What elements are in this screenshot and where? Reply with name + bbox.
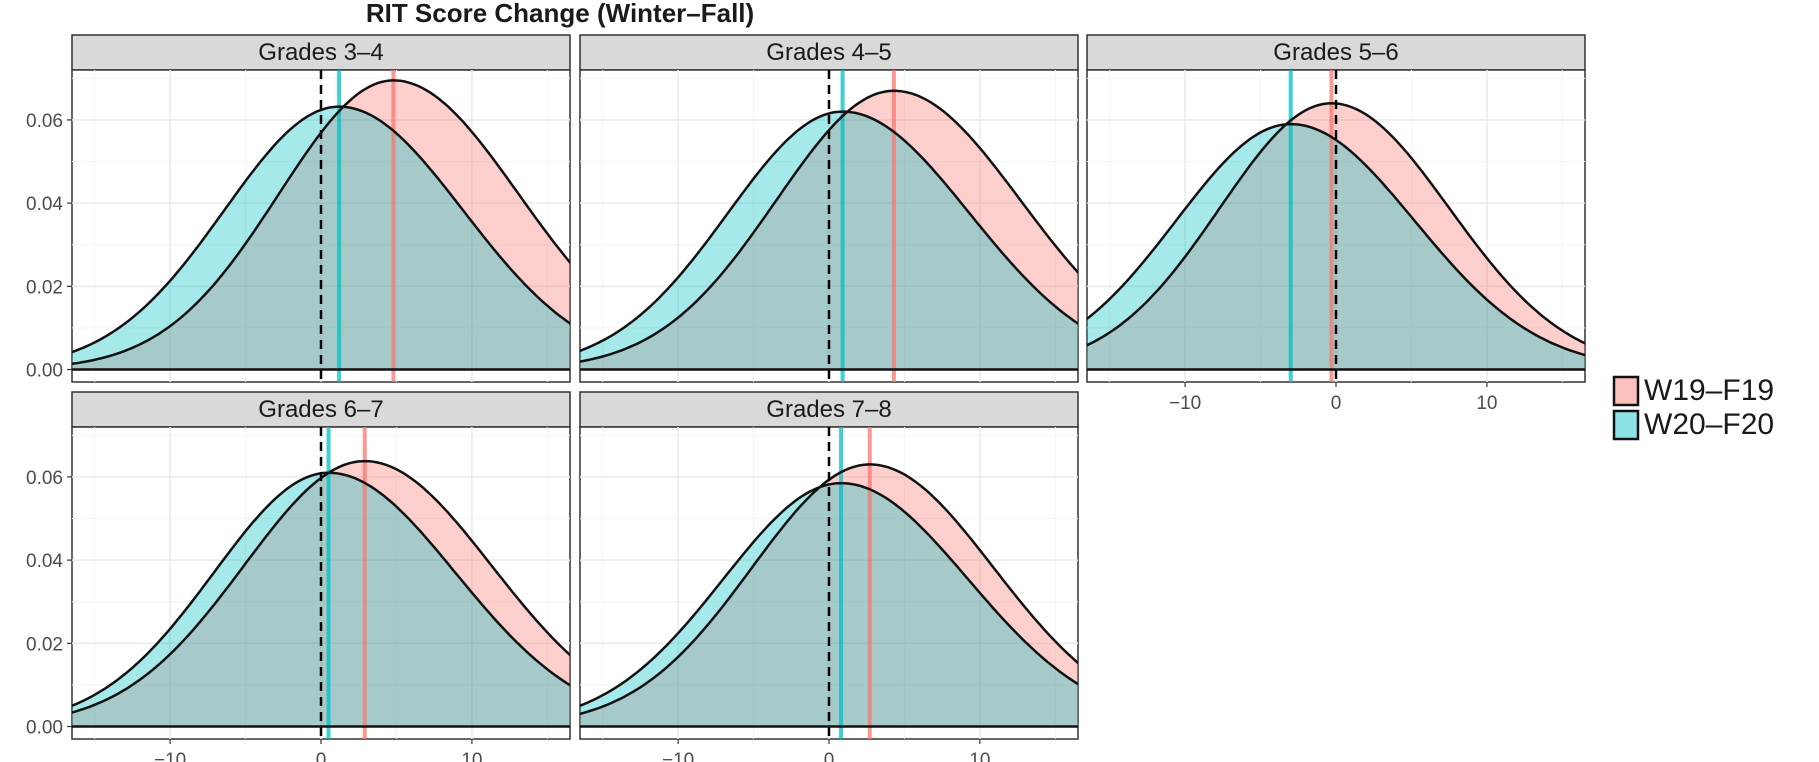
- density-area-w20-f20: [580, 483, 1078, 727]
- y-tick-label: 0.02: [26, 634, 63, 655]
- x-tick-label: −10: [662, 750, 694, 762]
- panel-plot-area: [72, 427, 570, 739]
- y-tick-label: 0.00: [26, 718, 63, 739]
- legend-label: W20–F20: [1644, 408, 1774, 441]
- density-outline: [72, 105, 570, 354]
- facet-panel: Grades 3–4 0.00 0.02 0.04 0.06: [26, 34, 571, 383]
- panel-plot-area: [580, 70, 1078, 382]
- facet-strip: [1086, 34, 1586, 71]
- facet-strip-label: Grades 7–8: [766, 396, 891, 423]
- x-tick-label: 10: [461, 750, 482, 762]
- panel-plot-area: [580, 427, 1078, 739]
- facet-strip-label: Grades 5–6: [1273, 39, 1398, 66]
- density-outline: [580, 110, 1078, 353]
- x-tick-label: 0: [824, 750, 835, 762]
- facet-strip-label: Grades 3–4: [258, 39, 383, 66]
- y-tick-label: 0.00: [26, 361, 63, 382]
- density-outline: [1087, 122, 1585, 357]
- legend-key: [1612, 409, 1640, 441]
- y-tick-label: 0.06: [26, 468, 63, 489]
- panels-layer: Grades 3–4 0.00 0.02 0.04 0.06 Grades 4–5 Grad…: [26, 34, 1586, 762]
- density-outline: [580, 481, 1078, 708]
- x-tick-label: −10: [154, 750, 186, 762]
- x-tick-label: 10: [1476, 393, 1497, 414]
- density-area-w19-f19: [580, 90, 1078, 370]
- density-area-w20-f20: [1087, 124, 1585, 370]
- facet-panel: Grades 4–5: [579, 34, 1079, 383]
- panel-plot-area: [72, 70, 570, 382]
- facet-panel: Grades 7–8 −10 0 10: [579, 391, 1079, 762]
- facet-panel: Grades 5–6 −10 0 10: [1086, 34, 1586, 414]
- facet-strip-label: Grades 6–7: [258, 396, 383, 423]
- legend-key: [1612, 375, 1640, 407]
- y-tick-label: 0.02: [26, 277, 63, 298]
- facet-panel: Grades 6–7 0.00 0.02 0.04 0.06 −10 0 10: [26, 391, 571, 762]
- x-tick-label: −10: [1169, 393, 1201, 414]
- x-tick-label: 0: [1331, 393, 1342, 414]
- y-tick-label: 0.06: [26, 111, 63, 132]
- panel-plot-area: [1087, 70, 1585, 382]
- facet-strip: [71, 34, 571, 71]
- x-tick-label: 10: [969, 750, 990, 762]
- x-tick-label: 0: [316, 750, 327, 762]
- facet-strip: [71, 391, 571, 428]
- facet-strip: [579, 34, 1079, 71]
- y-tick-label: 0.04: [26, 551, 63, 572]
- y-tick-label: 0.04: [26, 194, 63, 215]
- legend-label: W19–F19: [1644, 374, 1774, 407]
- chart-title: RIT Score Change (Winter–Fall): [366, 0, 754, 28]
- facet-strip-label: Grades 4–5: [766, 39, 891, 66]
